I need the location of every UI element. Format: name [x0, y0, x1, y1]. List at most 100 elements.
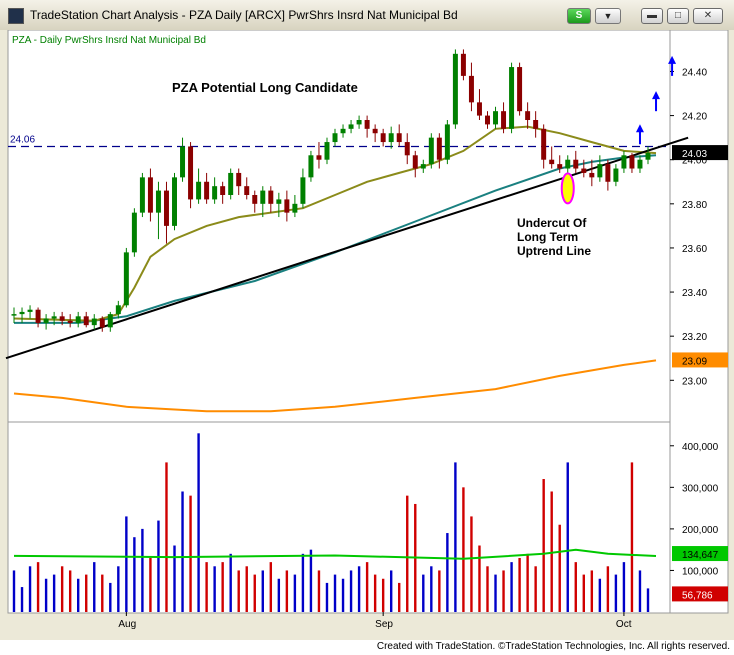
minimize-icon: ▬ — [647, 10, 657, 21]
volume-bar — [85, 574, 88, 612]
volume-bar — [12, 570, 16, 612]
volume-bar — [157, 520, 160, 612]
candle-body — [91, 318, 97, 326]
minimize-button[interactable]: ▬ — [641, 8, 663, 24]
volume-bar — [213, 566, 216, 612]
maximize-icon: □ — [674, 10, 682, 21]
candle-body — [236, 172, 242, 187]
candle-body — [131, 212, 137, 253]
last-price-label: 24.03 — [682, 149, 707, 160]
candle-body — [35, 309, 41, 323]
candle-body — [260, 190, 266, 204]
price-tick-label: 23.80 — [682, 200, 707, 211]
volume-ma-value-label: 134,647 — [682, 550, 719, 561]
close-icon: ✕ — [703, 10, 713, 21]
volume-bar — [518, 557, 521, 612]
undercut-highlight — [560, 172, 575, 205]
volume-bar — [526, 553, 529, 612]
volume-bar — [446, 533, 449, 612]
annotation-note-line: Uptrend Line — [517, 244, 591, 258]
candle-body — [147, 177, 153, 213]
candle-body — [75, 316, 81, 323]
price-tick-label: 23.40 — [682, 288, 707, 299]
legend-label: PZA - Daily PwrShrs Insrd Nat Municipal … — [12, 35, 206, 46]
volume-tick-label: 100,000 — [682, 566, 719, 577]
candle-body — [621, 155, 627, 169]
volume-bar — [614, 574, 618, 612]
volume-bar — [558, 524, 561, 612]
volume-bar — [133, 537, 136, 612]
candle-body — [59, 316, 65, 321]
footer: Created with TradeStation. ©TradeStation… — [0, 640, 734, 655]
candle-body — [637, 159, 643, 169]
ma-long-value-label: 23.09 — [682, 356, 707, 367]
volume-bar — [534, 566, 537, 612]
candle-body — [220, 186, 226, 195]
candle-body — [284, 199, 290, 213]
candle-body — [364, 120, 370, 129]
x-tick-label: Sep — [375, 619, 393, 630]
strategy-button[interactable]: S — [567, 8, 591, 24]
volume-bar — [486, 566, 489, 612]
candle-body — [51, 316, 57, 319]
menu-dropdown-button[interactable]: ▼ — [595, 8, 621, 24]
candle-body — [99, 318, 105, 328]
volume-bar — [237, 570, 240, 612]
volume-bar — [389, 570, 393, 612]
candle-body — [27, 309, 33, 312]
price-tick-label: 23.20 — [682, 332, 707, 343]
volume-bar — [44, 578, 48, 612]
candle-body — [581, 168, 587, 173]
candle-body — [444, 124, 450, 160]
last-volume-label: 56,786 — [682, 590, 713, 601]
volume-bar — [470, 516, 473, 612]
candle-body — [380, 133, 386, 143]
volume-bar — [462, 487, 465, 612]
candle-body — [404, 142, 410, 156]
candle-body — [525, 111, 531, 120]
uptrend-line — [5, 136, 689, 360]
price-tick-label: 23.00 — [682, 376, 707, 387]
candle-body — [476, 102, 482, 116]
volume-bar — [101, 574, 104, 612]
ma-long-value-box — [672, 352, 728, 368]
volume-bar — [117, 566, 120, 612]
volume-tick-label: 400,000 — [682, 442, 719, 453]
volume-bar — [221, 562, 224, 612]
volume-bar — [36, 562, 40, 612]
volume-bar — [406, 495, 409, 612]
volume-bar — [109, 582, 112, 612]
volume-tick-label: 200,000 — [682, 525, 719, 536]
volume-bar — [606, 566, 610, 612]
volume-bar — [381, 578, 385, 612]
candle-body — [139, 177, 145, 213]
volume-bar — [438, 570, 441, 612]
candle-body — [436, 137, 442, 160]
candle-body — [212, 186, 218, 200]
candle-body — [19, 311, 25, 315]
volume-bar — [173, 545, 176, 612]
volume-bar — [317, 570, 321, 612]
volume-bar — [582, 574, 585, 612]
candle-body — [348, 124, 354, 129]
volume-bar — [261, 570, 264, 612]
volume-bar — [566, 462, 569, 612]
window-title: TradeStation Chart Analysis - PZA Daily … — [30, 8, 458, 22]
volume-bar — [125, 516, 128, 612]
volume-bar — [229, 553, 232, 612]
maximize-button[interactable]: □ — [667, 8, 689, 24]
annotation-title: PZA Potential Long Candidate — [172, 80, 358, 95]
volume-bar — [349, 570, 353, 612]
candle-body — [509, 67, 515, 129]
price-tick-label: 24.00 — [682, 156, 707, 167]
candle-body — [244, 186, 250, 195]
candle-body — [517, 67, 523, 112]
volume-bar — [398, 582, 401, 612]
candle-body — [629, 155, 635, 169]
candle-body — [43, 318, 49, 323]
resistance-label: 24.06 — [10, 134, 35, 145]
axis-area — [669, 30, 729, 614]
candle-body — [115, 305, 121, 315]
volume-bar — [357, 566, 361, 612]
close-button[interactable]: ✕ — [693, 8, 723, 24]
